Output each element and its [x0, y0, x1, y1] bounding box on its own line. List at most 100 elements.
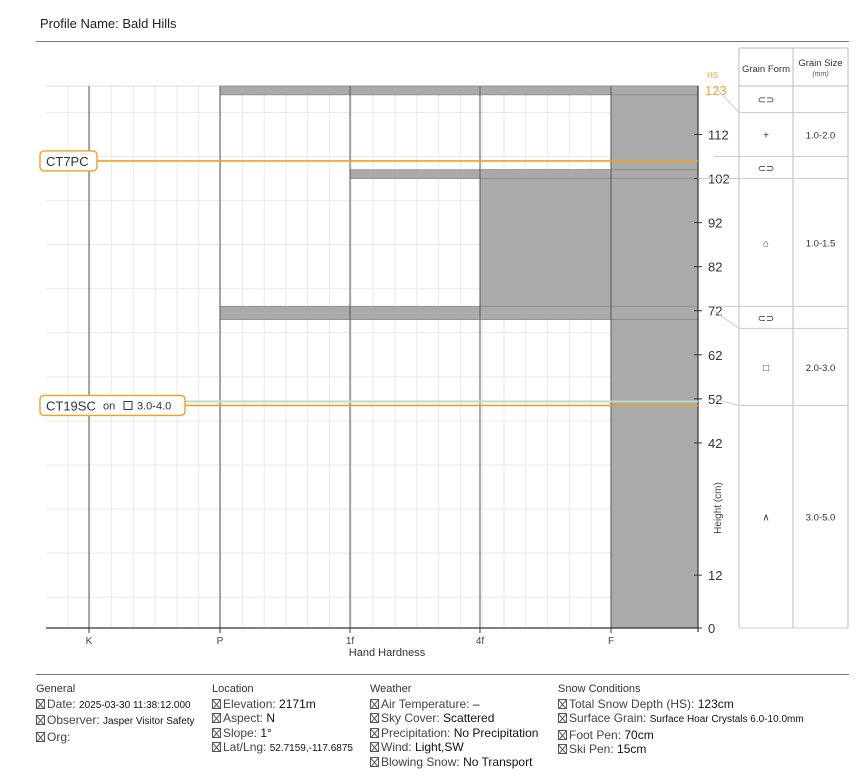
- hardness-layer-bar: [479, 169, 699, 312]
- snow-depth-label: Total Snow Depth (HS):: [569, 696, 695, 711]
- grain-square-icon: [123, 400, 133, 410]
- grain-size-header: Grain Size: [798, 58, 842, 69]
- profile-name-value: Bald Hills: [122, 16, 177, 31]
- hardness-layer-bar: [219, 85, 699, 96]
- grain-form-symbol: ⊂⊃: [758, 95, 775, 106]
- weather-title: Weather: [370, 683, 412, 695]
- org-label: Org:: [47, 729, 71, 744]
- checkbox-icon: [36, 715, 45, 726]
- snow-conditions-title: Snow Conditions: [558, 683, 641, 695]
- x-tick-label: P: [217, 636, 224, 647]
- stability-test-label: CT7PC: [46, 154, 89, 169]
- grain-size-unit: (mm): [812, 71, 828, 78]
- checkbox-icon: [36, 731, 45, 742]
- stability-test-on: on: [103, 400, 115, 412]
- latlng-label: Lat/Lng:: [223, 740, 267, 755]
- profile-name: Profile Name: Bald Hills: [40, 16, 177, 31]
- grain-row-connector: [713, 85, 740, 113]
- location-section: Location Elevation: 2171m Aspect: N Slop…: [212, 682, 353, 757]
- y-tick-label: 112: [708, 127, 729, 142]
- wind-value: Light,SW: [415, 740, 464, 755]
- observer-label: Observer:: [47, 713, 100, 728]
- air-temp-value: –: [472, 696, 480, 711]
- stability-test-badge: [39, 394, 186, 417]
- slope-label: Slope:: [223, 725, 258, 740]
- snow-depth-value: 123cm: [697, 696, 734, 711]
- date-label: Date:: [47, 696, 76, 711]
- hardness-layer-bar: [349, 169, 699, 179]
- date-value: 2025-03-30 11:38:12.000: [79, 699, 191, 711]
- wind-label: Wind:: [381, 740, 412, 755]
- grain-form-symbol: ⌂: [763, 238, 769, 249]
- grain-form-symbol: □: [763, 363, 769, 374]
- checkbox-icon: [558, 713, 567, 724]
- x-tick-label: 4f: [476, 636, 485, 647]
- snow-conditions-section: Snow Conditions Total Snow Depth (HS): 1…: [558, 682, 804, 757]
- sky-cover-value: Scattered: [443, 711, 495, 726]
- y-tick-label: 62: [708, 348, 722, 363]
- x-tick-label: F: [608, 636, 614, 647]
- checkbox-icon: [370, 756, 379, 767]
- checkbox-icon: [212, 742, 221, 753]
- surface-grain-value: Surface Hoar Crystals 6.0-10.0mm: [649, 714, 804, 726]
- checkbox-icon: [212, 698, 221, 709]
- foot-pen-label: Foot Pen:: [569, 727, 622, 742]
- grain-form-symbol: ⊂⊃: [758, 313, 775, 324]
- checkbox-icon: [558, 698, 567, 709]
- checkbox-icon: [212, 713, 221, 724]
- grain-row-connector: [713, 310, 740, 329]
- grain-form-header: Grain Form: [742, 64, 790, 75]
- latlng-value: 52.7159,-117.6875: [269, 743, 353, 755]
- location-title: Location: [212, 683, 254, 695]
- x-axis-label: Hand Hardness: [349, 647, 426, 659]
- grain-size-value: 1.0-2.0: [806, 130, 836, 141]
- grain-form-symbol: ⊂⊃: [758, 164, 775, 175]
- aspect-label: Aspect:: [223, 711, 264, 726]
- ski-pen-label: Ski Pen:: [569, 742, 614, 757]
- grain-size-value: 2.0-3.0: [806, 363, 836, 374]
- checkbox-icon: [370, 698, 379, 709]
- x-tick-label: 1f: [346, 636, 355, 647]
- precipitation-value: No Precipitation: [453, 725, 539, 740]
- y-axis-label: Height (cm): [713, 482, 724, 534]
- stability-test-label: CT19SC: [46, 398, 96, 413]
- hardness-layer-bar: [219, 305, 699, 320]
- air-temp-label: Air Temperature:: [381, 696, 470, 711]
- profile-name-label: Profile Name:: [40, 16, 119, 31]
- blowing-snow-value: No Transport: [463, 754, 533, 769]
- precipitation-label: Precipitation:: [381, 725, 451, 740]
- blowing-snow-label: Blowing Snow:: [381, 754, 460, 769]
- elevation-value: 2171m: [279, 696, 316, 711]
- top-divider: [36, 41, 849, 42]
- slope-value: 1°: [260, 725, 272, 740]
- weather-section: Weather Air Temperature: – Sky Cover: Sc…: [370, 682, 538, 770]
- grain-form-symbol: ∧: [762, 513, 769, 524]
- x-tick-label: K: [86, 636, 93, 647]
- checkbox-icon: [370, 742, 379, 753]
- y-tick-label: 92: [708, 216, 722, 231]
- y-tick-label: 12: [708, 568, 722, 583]
- aspect-value: N: [266, 711, 276, 726]
- ski-pen-value: 15cm: [617, 742, 647, 757]
- checkbox-icon: [370, 713, 379, 724]
- stability-test-grain-size: 3.0-4.0: [137, 400, 171, 412]
- checkbox-icon: [558, 744, 567, 755]
- surface-grain-label: Surface Grain:: [569, 711, 647, 726]
- checkbox-icon: [558, 729, 567, 740]
- bottom-divider: [36, 674, 849, 675]
- grain-size-value: 3.0-5.0: [806, 513, 836, 524]
- general-section: General Date: 2025-03-30 11:38:12.000 Ob…: [36, 682, 195, 744]
- grain-size-value: 1.0-1.5: [806, 238, 836, 249]
- y-tick-label: 82: [708, 260, 722, 275]
- checkbox-icon: [36, 698, 45, 709]
- elevation-label: Elevation:: [223, 696, 276, 711]
- general-title: General: [36, 683, 76, 695]
- stability-test-badge: [39, 150, 98, 172]
- sky-cover-label: Sky Cover:: [381, 711, 440, 726]
- hs-label: HS: [707, 71, 718, 80]
- y-tick-label: 0: [708, 621, 715, 636]
- foot-pen-value: 70cm: [624, 727, 654, 742]
- checkbox-icon: [370, 727, 379, 738]
- grain-form-symbol: +: [763, 130, 769, 141]
